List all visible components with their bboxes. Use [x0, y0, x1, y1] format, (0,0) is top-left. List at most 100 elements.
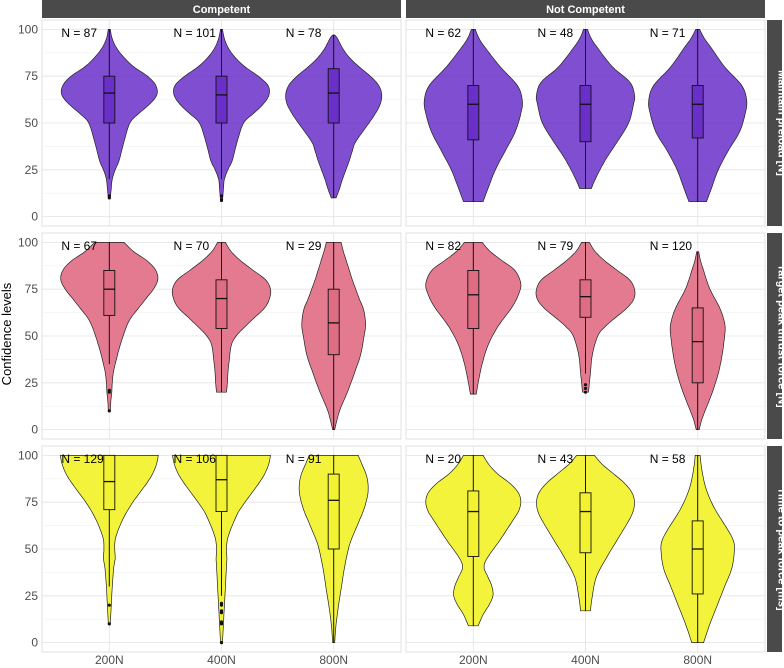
box	[215, 279, 228, 329]
box	[327, 473, 340, 550]
column-strip-label: Competent	[193, 4, 251, 16]
violin-group-200n: N = 129	[59, 452, 159, 626]
x-tick-label: 200N	[95, 653, 124, 667]
outlier-point	[219, 641, 224, 645]
violin-group-200n: N = 87	[60, 26, 158, 200]
violin-group-800n: N = 71	[648, 26, 748, 203]
violin-group-400n: N = 43	[536, 452, 635, 612]
y-tick-label: 75	[25, 69, 39, 83]
column-strip-competent	[42, 0, 401, 18]
facet-strips: Competent Not Competent Maintain preload […	[42, 0, 784, 652]
y-tick-label: 50	[25, 329, 39, 343]
outlier-point	[219, 609, 224, 613]
violin-group-800n: N = 78	[285, 26, 383, 199]
axes: 0 25 50 75 100 0 25 50 75 100 0 25 50 75 100 200N 400N 80…	[18, 22, 712, 667]
y-tick-label: 0	[31, 210, 38, 224]
outlier-point	[219, 620, 224, 624]
x-tick-label: 400N	[207, 653, 236, 667]
violin-group-800n: N = 91	[286, 452, 369, 643]
y-tick-label: 50	[25, 116, 39, 130]
n-label: N = 82	[425, 239, 461, 253]
y-tick-label: 25	[25, 589, 39, 603]
row-strip-label: Time to peak force [ms]	[776, 487, 784, 611]
n-label: N = 78	[286, 26, 322, 40]
row-strip-time-to-peak-force-ms	[767, 446, 782, 652]
panel-marks-1-1: N = 82 N = 79 N = 120	[425, 239, 726, 430]
n-label: N = 106	[174, 452, 217, 466]
panel-marks-2-0: N = 129 N = 106 N = 91	[59, 452, 369, 645]
y-tick-label: 0	[31, 636, 38, 650]
box	[579, 279, 592, 318]
outlier-point	[219, 601, 224, 605]
x-tick-label: 200N	[459, 653, 488, 667]
n-label: N = 43	[538, 452, 574, 466]
n-label: N = 70	[174, 239, 210, 253]
box	[579, 492, 592, 554]
n-label: N = 129	[61, 452, 104, 466]
x-tick-label: 800N	[319, 653, 348, 667]
y-tick-label: 25	[25, 376, 39, 390]
outlier-point	[107, 622, 111, 626]
outlier-point	[107, 603, 111, 607]
row-strip-target-peak-thrust-force-n	[767, 233, 782, 439]
y-tick-label: 0	[31, 423, 38, 437]
y-tick-label: 100	[18, 22, 38, 36]
box	[691, 520, 704, 595]
panel-marks-1-0: N = 67 N = 70 N = 29	[60, 239, 366, 430]
n-label: N = 91	[286, 452, 322, 466]
outlier-point	[107, 194, 111, 198]
y-tick-label: 75	[25, 282, 39, 296]
panel-marks-2-1: N = 20 N = 43 N = 58	[425, 452, 735, 643]
x-tick-label: 400N	[571, 653, 600, 667]
violin-group-200n: N = 20	[425, 452, 522, 627]
n-label: N = 58	[650, 452, 686, 466]
violin-group-800n: N = 29	[286, 239, 366, 430]
box	[579, 85, 592, 143]
column-strip-not-competent	[406, 0, 765, 18]
n-label: N = 71	[650, 26, 686, 40]
n-label: N = 120	[650, 239, 693, 253]
outlier-point	[107, 388, 111, 392]
panels: N = 87 N = 101 N = 78 N = 62 N = 48 N = 71 N =…	[41, 19, 766, 653]
violin-group-400n: N = 79	[535, 239, 636, 394]
box	[467, 270, 480, 329]
x-tick-label: 800N	[683, 653, 712, 667]
y-axis-title: Confidence levels	[0, 282, 14, 385]
n-label: N = 67	[61, 239, 97, 253]
outlier-point	[583, 386, 588, 391]
n-label: N = 48	[538, 26, 574, 40]
row-strip-maintain-preload-n	[767, 20, 782, 226]
violin-group-200n: N = 62	[423, 26, 523, 203]
box	[103, 270, 116, 316]
outlier-point	[107, 409, 111, 413]
n-label: N = 29	[286, 239, 322, 253]
violin-group-800n: N = 120	[650, 239, 726, 430]
box	[215, 75, 228, 124]
column-strip-label: Not Competent	[546, 4, 625, 16]
violin-group-400n: N = 70	[171, 239, 272, 393]
y-tick-label: 25	[25, 163, 39, 177]
y-tick-label: 100	[18, 448, 38, 462]
box	[327, 68, 340, 124]
n-label: N = 62	[425, 26, 461, 40]
outlier-point	[219, 198, 224, 202]
violin-group-200n: N = 82	[425, 239, 522, 395]
outlier-point	[583, 383, 588, 387]
panel-marks-0-0: N = 87 N = 101 N = 78	[60, 26, 383, 203]
box	[327, 288, 340, 356]
outlier-point	[583, 390, 588, 394]
violin-group-200n: N = 67	[60, 239, 159, 413]
y-tick-label: 75	[25, 495, 39, 509]
box	[691, 307, 704, 384]
violin-group-400n: N = 106	[172, 452, 271, 645]
box	[215, 454, 228, 512]
box	[103, 75, 116, 124]
n-label: N = 101	[174, 26, 217, 40]
violin-group-400n: N = 48	[535, 26, 636, 189]
n-label: N = 79	[538, 239, 574, 253]
row-strip-label: Maintain preload [N]	[776, 70, 784, 176]
n-label: N = 87	[61, 26, 97, 40]
row-strip-label: Target peak thrust force [N]	[776, 264, 784, 408]
box	[691, 85, 704, 139]
